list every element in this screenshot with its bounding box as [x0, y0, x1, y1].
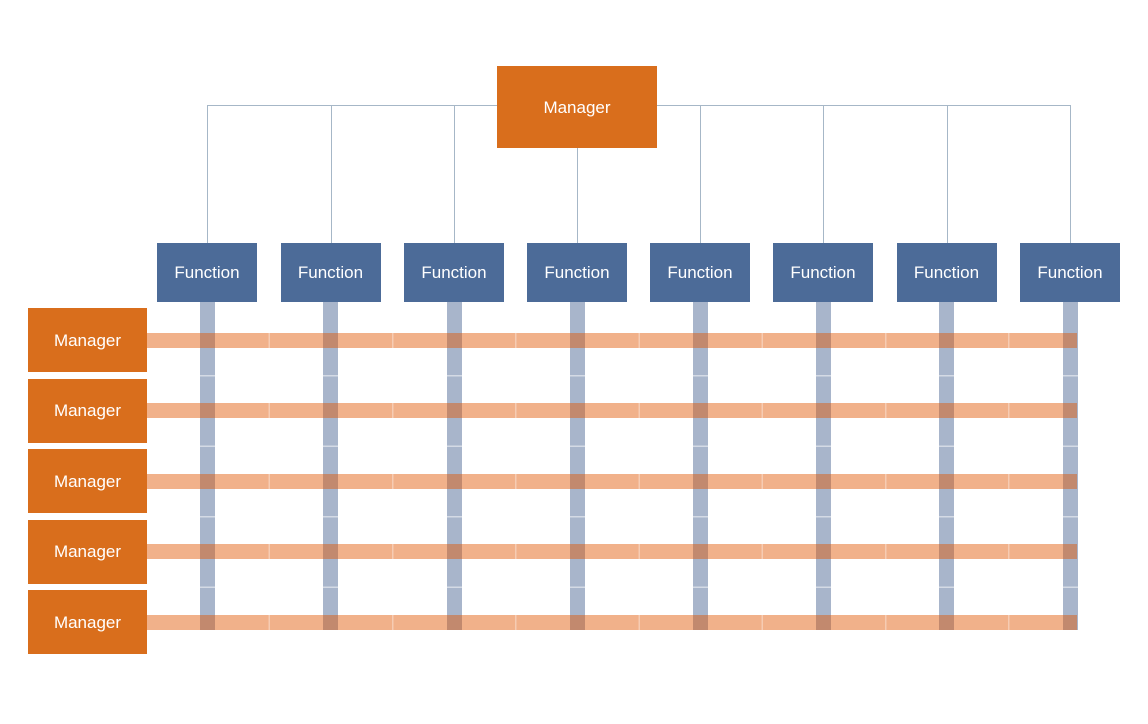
connector-drop-line [700, 105, 701, 243]
node-label: Function [1037, 263, 1103, 282]
function-node[interactable]: Function [650, 243, 750, 302]
connector-drop-line [823, 105, 824, 243]
manager-row-bar [147, 614, 1077, 630]
function-node[interactable]: Function [527, 243, 627, 302]
function-column-bar [815, 302, 831, 630]
node-label: Function [913, 263, 980, 282]
node-label: Manager [53, 542, 122, 561]
row-manager-node[interactable]: Manager [28, 308, 147, 372]
function-column-bar [939, 302, 954, 630]
row-manager-node[interactable]: Manager [28, 519, 147, 584]
connector-drop-line [946, 105, 948, 243]
function-node[interactable]: Function [773, 243, 873, 302]
row-manager-node[interactable]: Manager [28, 378, 147, 443]
node-label: Manager [543, 97, 611, 117]
node-label: Manager [53, 612, 122, 632]
function-node[interactable]: Function [404, 243, 504, 302]
row-manager-node[interactable]: Manager [28, 449, 147, 513]
row-manager-node[interactable]: Manager [28, 590, 147, 654]
connector-drop-line [1070, 105, 1071, 243]
function-column-bar [199, 302, 215, 630]
node-label: Function [297, 263, 364, 282]
node-label: Function [790, 263, 856, 282]
node-label: Manager [53, 471, 122, 491]
function-node[interactable]: Function [896, 243, 997, 302]
connector-drop-line [207, 105, 208, 243]
function-column-bar [692, 302, 708, 630]
function-column-bar [1062, 302, 1078, 630]
manager-row-bar [147, 473, 1077, 489]
connector-drop-line [454, 105, 455, 243]
manager-row-bar [147, 403, 1077, 418]
node-label: Function [421, 263, 487, 282]
function-column-bar [323, 302, 338, 630]
node-label: Manager [53, 401, 122, 420]
function-column-bar [446, 302, 462, 630]
connector-drop-line [330, 105, 332, 243]
connector-drop-line [577, 105, 578, 243]
function-column-bar [569, 302, 585, 630]
function-node[interactable]: Function [280, 243, 381, 302]
function-node[interactable]: Function [157, 243, 257, 302]
function-node[interactable]: Function [1020, 243, 1120, 302]
top-manager-node[interactable]: Manager [497, 66, 657, 148]
node-label: Function [174, 263, 240, 282]
manager-row-bar [147, 544, 1077, 559]
manager-row-bar [147, 332, 1077, 348]
node-label: Manager [53, 330, 122, 350]
node-label: Function [667, 263, 733, 282]
node-label: Function [544, 263, 610, 282]
